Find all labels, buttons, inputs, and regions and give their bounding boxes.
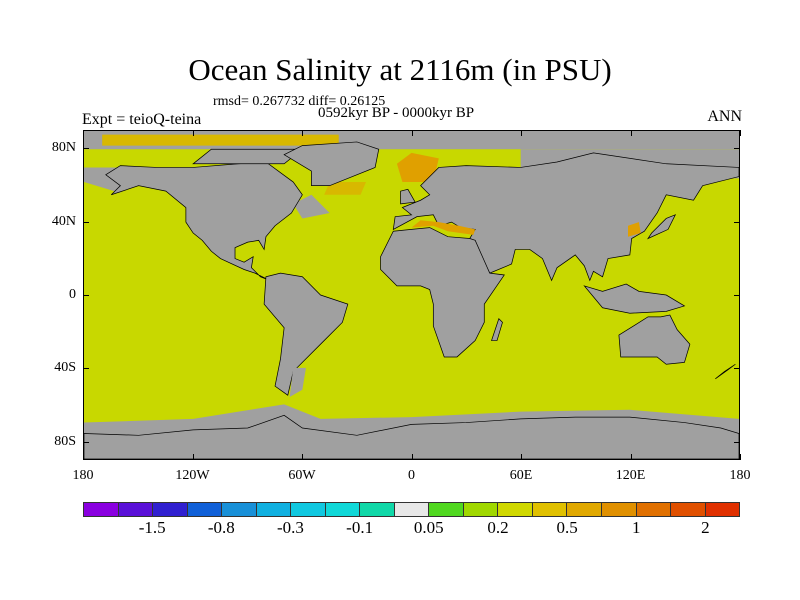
colorbar-label: -1.5 bbox=[138, 518, 166, 537]
indonesia bbox=[583, 283, 686, 314]
experiment-label: Expt = teioQ-teina bbox=[82, 111, 202, 128]
lat-label: 0 bbox=[69, 287, 76, 302]
patagonian-shelf bbox=[289, 367, 306, 398]
colorbar-swatch bbox=[153, 503, 188, 516]
arctic-ocean-high-salinity bbox=[102, 134, 339, 146]
lon-tick bbox=[740, 130, 741, 136]
lat-tick bbox=[83, 295, 89, 296]
colorbar-swatch bbox=[601, 503, 637, 516]
lon-label: 120E bbox=[615, 468, 646, 483]
colorbar-label: 2 bbox=[701, 518, 710, 537]
colorbar-swatch bbox=[705, 503, 740, 516]
lat-label: 80N bbox=[51, 140, 76, 156]
lon-tick bbox=[411, 454, 413, 460]
lat-tick bbox=[83, 441, 89, 443]
colorbar-swatch bbox=[325, 503, 361, 516]
north-america bbox=[105, 161, 303, 281]
lon-label: 180 bbox=[72, 468, 94, 483]
lon-label: 120W bbox=[175, 468, 210, 483]
season-label: ANN bbox=[707, 108, 742, 125]
lat-tick bbox=[734, 368, 740, 370]
colorbar-label: 1 bbox=[632, 518, 641, 537]
lon-tick bbox=[521, 130, 522, 136]
colorbar-swatch bbox=[84, 503, 119, 516]
australia bbox=[618, 314, 691, 365]
colorbar-swatch bbox=[671, 503, 706, 516]
colorbar-swatch bbox=[187, 503, 223, 516]
colorbar-swatch bbox=[394, 503, 430, 516]
colorbar-label: 0.05 bbox=[413, 518, 444, 537]
lon-tick bbox=[302, 130, 303, 136]
plot-title: Ocean Salinity at 2116m (in PSU) bbox=[188, 52, 612, 87]
british-isles bbox=[400, 188, 416, 205]
lat-tick bbox=[734, 441, 740, 443]
labrador-high-salinity bbox=[324, 182, 367, 195]
lon-label: 180 bbox=[729, 468, 751, 483]
south-america bbox=[263, 272, 349, 396]
lon-label: 60E bbox=[509, 468, 533, 483]
colorbar-swatch bbox=[636, 503, 672, 516]
colorbar-swatch bbox=[360, 503, 395, 516]
lon-tick bbox=[411, 130, 413, 136]
lat-tick bbox=[83, 148, 89, 150]
lon-label: 60W bbox=[288, 468, 316, 483]
colorbar-swatch bbox=[498, 503, 533, 516]
yellow-sea bbox=[628, 222, 641, 237]
new-zealand bbox=[715, 363, 736, 380]
lat-label: 40S bbox=[54, 360, 76, 376]
lat-label: 40N bbox=[51, 213, 76, 229]
colorbar-swatch bbox=[118, 503, 154, 516]
lon-tick bbox=[630, 130, 632, 136]
salinity-map bbox=[83, 130, 740, 460]
lat-tick bbox=[83, 221, 89, 223]
lon-tick bbox=[83, 454, 84, 460]
canadian-archipelago bbox=[192, 148, 304, 165]
lat-tick bbox=[83, 368, 89, 370]
colorbar-label: 0.2 bbox=[487, 518, 509, 537]
colorbar-label: 0.5 bbox=[556, 518, 578, 537]
lat-tick bbox=[734, 295, 740, 296]
lat-tick bbox=[734, 221, 740, 223]
stats-text: rmsd= 0.267732 diff= 0.26125 bbox=[213, 94, 386, 109]
colorbar-label: -0.8 bbox=[207, 518, 235, 537]
colorbar-swatch bbox=[256, 503, 292, 516]
lon-tick bbox=[630, 454, 632, 460]
colorbar-label: -0.1 bbox=[346, 518, 374, 537]
colorbar-swatch bbox=[463, 503, 499, 516]
japan bbox=[647, 214, 677, 240]
lon-label: 0 bbox=[408, 468, 415, 483]
lon-tick bbox=[83, 130, 84, 136]
lon-tick bbox=[192, 130, 194, 136]
colorbar-swatch bbox=[429, 503, 464, 516]
lon-tick bbox=[302, 454, 303, 460]
lat-label: 80S bbox=[54, 433, 76, 449]
lon-tick bbox=[740, 454, 741, 460]
colorbar-swatch bbox=[222, 503, 257, 516]
greenland bbox=[283, 141, 380, 187]
africa bbox=[380, 227, 505, 358]
north-atlantic-shelf bbox=[293, 194, 330, 219]
antarctica bbox=[84, 414, 739, 459]
colorbar-swatch bbox=[567, 503, 602, 516]
colorbar-swatch bbox=[291, 503, 326, 516]
colorbar-label: -0.3 bbox=[277, 518, 304, 537]
lat-tick bbox=[734, 148, 740, 150]
colorbar-swatch bbox=[532, 503, 568, 516]
period-text: 0592kyr BP - 0000kyr BP bbox=[318, 105, 475, 121]
nordic-seas-high-salinity bbox=[396, 152, 439, 183]
lon-tick bbox=[192, 454, 194, 460]
mediterranean-sea bbox=[411, 220, 476, 235]
lon-tick bbox=[521, 454, 522, 460]
madagascar bbox=[491, 318, 503, 341]
colorbar bbox=[83, 502, 740, 517]
